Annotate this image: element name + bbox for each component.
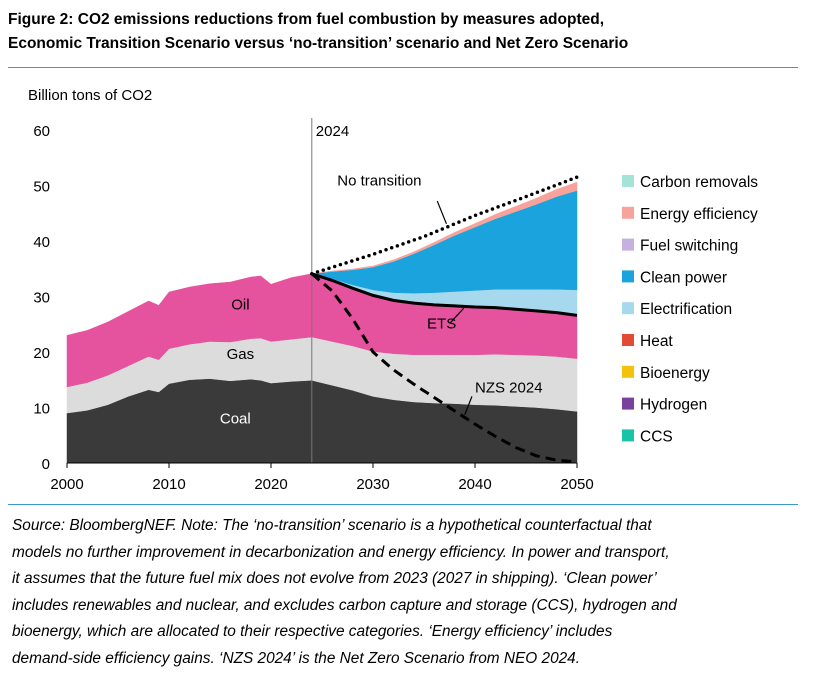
x-tick-label-2010: 2010: [152, 476, 185, 493]
line-label-ets: ETS: [427, 316, 456, 333]
y-tick-label-60: 60: [33, 123, 50, 140]
legend-label-heat: Heat: [640, 333, 673, 350]
legend-swatch-fuel-switching: [622, 238, 634, 251]
line-ets: [311, 272, 578, 317]
legend-swatch-clean-power: [622, 270, 634, 283]
x-tick-label-2030: 2030: [356, 476, 389, 493]
legend-label-ccs: CCS: [640, 428, 673, 445]
line-nzs-2024: [310, 272, 578, 464]
legend-swatch-hydrogen: [622, 397, 634, 410]
legend-label-energy-efficiency: Energy efficiency: [640, 206, 758, 223]
legend-label-hydrogen: Hydrogen: [640, 397, 707, 414]
legend-label-electrification: Electrification: [640, 301, 732, 318]
note-line: bioenergy, which are allocated to their …: [12, 623, 613, 640]
legend-swatch-electrification: [622, 302, 634, 315]
legend-label-fuel-switching: Fuel switching: [640, 238, 738, 255]
legend: Carbon removals Energy efficiency Fuel swi…: [622, 174, 758, 445]
leader-no-transition: [436, 200, 447, 225]
legend-label-clean-power: Clean power: [640, 269, 727, 286]
note-line: includes renewables and nuclear, and exc…: [12, 596, 677, 614]
legend-swatch-heat: [622, 334, 634, 346]
legend-swatch-energy-efficiency: [622, 206, 634, 219]
note-line: Source: BloombergNEF. Note: The ‘no-tran…: [12, 517, 652, 534]
area-label-oil: Oil: [231, 296, 249, 313]
x-tick-label-2050: 2050: [560, 476, 593, 493]
note-line: demand-side efficiency gains. ‘NZS 2024’…: [12, 649, 581, 667]
figure-title-line-2: Economic Transition Scenario versus ‘no-…: [8, 35, 629, 52]
source-note: Source: BloombergNEF. Note: The ‘no-tran…: [12, 513, 808, 672]
area-label-coal: Coal: [220, 411, 251, 428]
y-axis-label: Billion tons of CO2: [28, 87, 152, 104]
line-label-nzs-2024: NZS 2024: [475, 380, 543, 397]
leader-nzs-2024: [464, 396, 473, 415]
y-tick-label-0: 0: [42, 456, 50, 473]
legend-label-carbon-removals: Carbon removals: [640, 174, 758, 191]
marker-label-2024: 2024: [316, 123, 349, 140]
y-tick-label-50: 50: [33, 179, 50, 196]
line-no-transition: [310, 175, 579, 276]
x-tick-label-2020: 2020: [254, 476, 287, 493]
title-divider: [8, 67, 798, 68]
legend-swatch-bioenergy: [622, 365, 634, 378]
legend-label-bioenergy: Bioenergy: [640, 365, 710, 382]
area-energy-efficiency: [311, 181, 578, 274]
leader-ets: [450, 307, 465, 323]
y-tick-label-40: 40: [33, 234, 50, 251]
figure-title-line-1: Figure 2: CO2 emissions reductions from …: [8, 11, 605, 28]
area-label-gas: Gas: [227, 346, 255, 363]
x-tick-label-2040: 2040: [458, 476, 491, 493]
line-label-no-transition: No transition: [337, 173, 421, 190]
legend-swatch-carbon-removals: [622, 175, 634, 187]
y-tick-label-20: 20: [33, 345, 50, 362]
area-clean-power: [311, 190, 578, 294]
y-tick-label-30: 30: [33, 290, 50, 307]
y-tick-label-10: 10: [33, 401, 50, 418]
note-line: it assumes that the future fuel mix does…: [12, 570, 657, 587]
note-line: models no further improvement in decarbo…: [12, 543, 670, 561]
note-divider: [8, 504, 798, 505]
x-tick-label-2000: 2000: [50, 476, 83, 493]
legend-swatch-ccs: [622, 429, 634, 442]
historical-areas: [66, 273, 313, 464]
figure-title: Figure 2: CO2 emissions reductions from …: [8, 8, 808, 56]
